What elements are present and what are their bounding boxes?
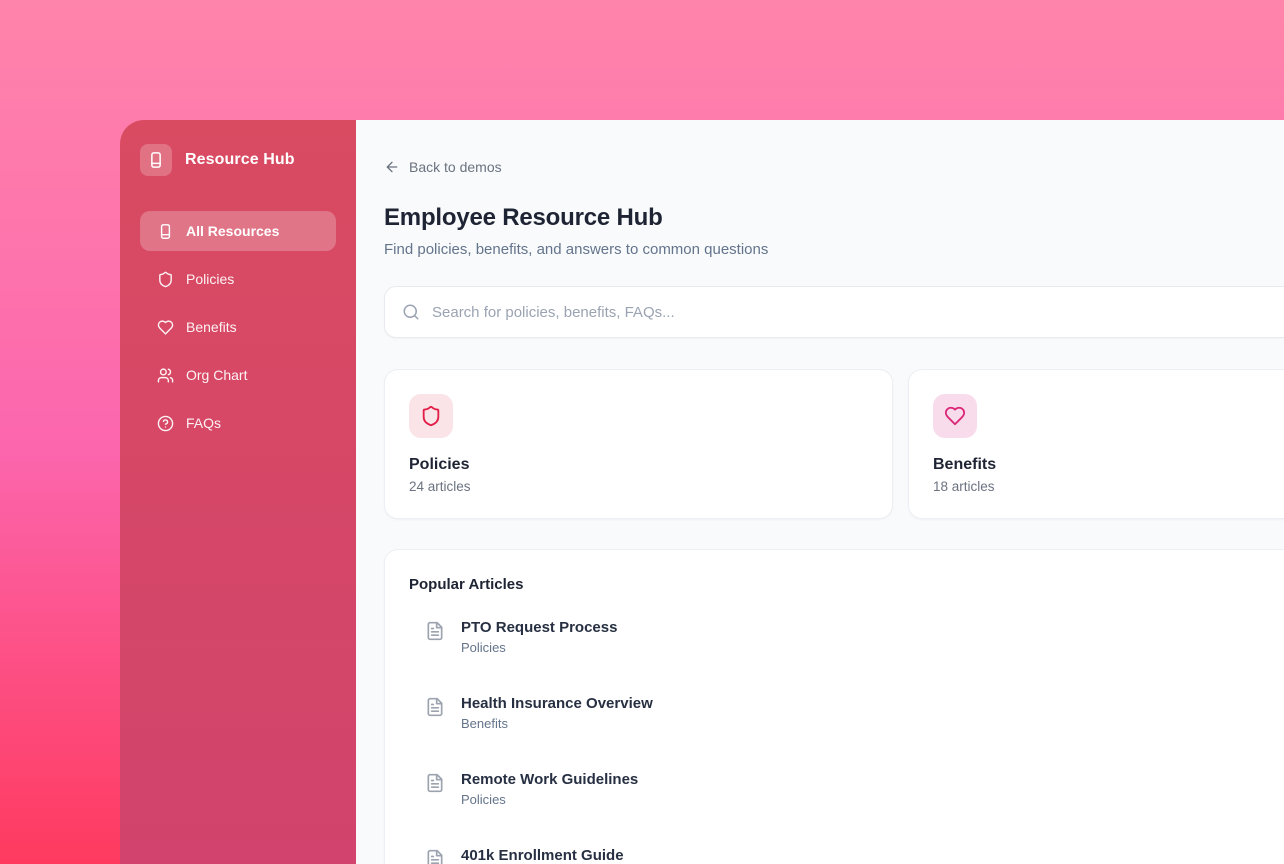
category-card-policies[interactable]: Policies 24 articles — [384, 369, 893, 519]
search-input[interactable] — [432, 303, 1284, 321]
shield-icon — [157, 271, 174, 288]
article-title: 401k Enrollment Guide — [461, 847, 624, 864]
sidebar-item-label: Benefits — [186, 319, 237, 335]
sidebar-item-label: Policies — [186, 271, 235, 287]
sidebar-item-all-resources[interactable]: All Resources — [140, 211, 336, 251]
shield-icon — [409, 394, 453, 438]
article-text: 401k Enrollment Guide — [461, 847, 624, 864]
article-item[interactable]: 401k Enrollment Guide — [409, 835, 1284, 864]
app-window: Resource Hub All Resources Policies — [120, 120, 1284, 864]
article-item[interactable]: Remote Work Guidelines Policies — [409, 759, 1284, 819]
sidebar-item-label: Org Chart — [186, 367, 248, 383]
category-count: 24 articles — [409, 479, 471, 494]
category-cards: Policies 24 articles Benefits 18 article… — [384, 369, 1284, 519]
popular-articles-card: Popular Articles PTO Request Process Pol… — [384, 549, 1284, 864]
heart-icon — [933, 394, 977, 438]
search-icon — [402, 303, 420, 321]
file-text-icon — [425, 773, 445, 793]
category-card-benefits[interactable]: Benefits 18 articles — [908, 369, 1284, 519]
article-text: PTO Request Process Policies — [461, 619, 617, 655]
article-text: Health Insurance Overview Benefits — [461, 695, 653, 731]
app-title: Resource Hub — [185, 151, 295, 168]
sidebar-item-policies[interactable]: Policies — [140, 259, 336, 299]
category-count: 18 articles — [933, 479, 995, 494]
sidebar-item-label: FAQs — [186, 415, 222, 431]
users-icon — [157, 367, 174, 384]
page-title: Employee Resource Hub — [384, 204, 663, 231]
book-icon — [157, 223, 174, 240]
page-subtitle: Find policies, benefits, and answers to … — [384, 241, 769, 258]
sidebar-item-benefits[interactable]: Benefits — [140, 307, 336, 347]
sidebar-nav: All Resources Policies Benefits — [140, 211, 336, 443]
help-circle-icon — [157, 415, 174, 432]
file-text-icon — [425, 697, 445, 717]
search-bar[interactable] — [384, 286, 1284, 338]
popular-articles-title: Popular Articles — [409, 576, 524, 593]
sidebar-item-org-chart[interactable]: Org Chart — [140, 355, 336, 395]
back-link[interactable]: Back to demos — [384, 159, 502, 175]
brand: Resource Hub — [140, 144, 336, 176]
article-category: Policies — [461, 792, 506, 807]
sidebar-item-label: All Resources — [186, 223, 280, 239]
back-label: Back to demos — [409, 159, 502, 175]
article-title: PTO Request Process — [461, 619, 618, 636]
article-title: Remote Work Guidelines — [461, 771, 639, 788]
sidebar: Resource Hub All Resources Policies — [120, 120, 356, 864]
article-category: Benefits — [461, 716, 508, 731]
arrow-left-icon — [384, 159, 400, 175]
category-title: Policies — [409, 456, 470, 473]
article-title: Health Insurance Overview — [461, 695, 653, 712]
article-item[interactable]: Health Insurance Overview Benefits — [409, 683, 1284, 743]
sidebar-item-faqs[interactable]: FAQs — [140, 403, 336, 443]
book-icon — [140, 144, 172, 176]
heart-icon — [157, 319, 174, 336]
category-title: Benefits — [933, 456, 997, 473]
file-text-icon — [425, 621, 445, 641]
article-text: Remote Work Guidelines Policies — [461, 771, 638, 807]
article-item[interactable]: PTO Request Process Policies — [409, 607, 1284, 667]
main-content: Back to demos Employee Resource Hub Find… — [356, 120, 1284, 864]
file-text-icon — [425, 849, 445, 864]
article-category: Policies — [461, 640, 506, 655]
